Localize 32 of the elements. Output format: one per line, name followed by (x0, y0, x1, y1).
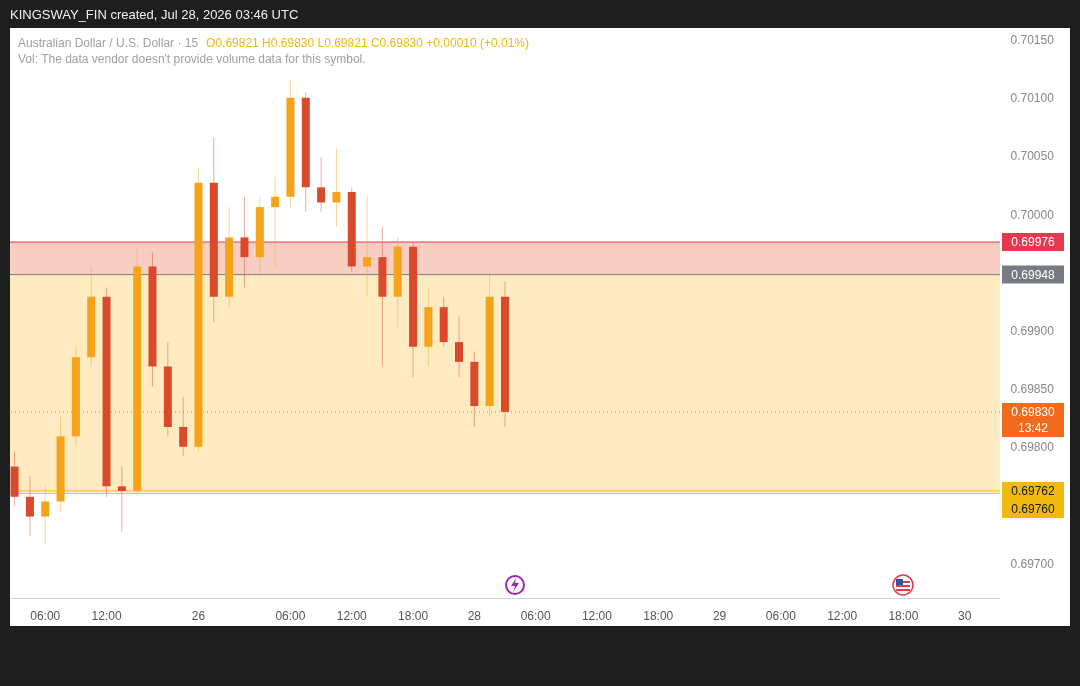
x-tick-label: 26 (191, 608, 206, 623)
y-tick-label: 0.69850 (1010, 382, 1055, 397)
y-tick-label: 0.69700 (1010, 556, 1055, 571)
text: Australian Dollar / U.S. Dollar · 15 (18, 36, 199, 50)
y-tick-label: 0.69900 (1010, 323, 1055, 338)
x-tick-label: 06:00 (30, 608, 61, 623)
ref-line-label: 0.69948 (1011, 267, 1056, 282)
y-tick-label: 0.70050 (1010, 149, 1055, 164)
x-tick-label: 28 (467, 608, 482, 623)
x-tick-label: 30 (958, 608, 972, 623)
y-tick-label: 0.69800 (1010, 440, 1055, 455)
ref-line-label: 0.69760 (1011, 501, 1056, 516)
x-tick-label: 06:00 (765, 608, 797, 623)
x-tick-label: 29 (712, 608, 727, 623)
text: KINGSWAY_FIN created, Jul 28, 2026 03:46 UTC (10, 7, 299, 22)
x-tick-label: 12:00 (336, 608, 368, 623)
y-tick-label: 0.70100 (1010, 91, 1055, 106)
ref-line-label: 0.69762 (1011, 483, 1056, 498)
text: O0.69821 H0.69830 L0.69821 C0.69830 +0.00010 (+0.01%) (206, 36, 530, 50)
y-tick-label: 0.70000 (1010, 207, 1055, 222)
x-tick-label: 12:00 (827, 608, 858, 623)
x-tick-label: 06:00 (520, 608, 551, 623)
x-tick-label: 18:00 (643, 608, 674, 623)
x-tick-label: 06:00 (275, 608, 306, 623)
x-tick-label: 18:00 (398, 608, 429, 623)
x-tick-label: 18:00 (888, 608, 919, 623)
annotation: Vol: The data vendor doesn't provide volume data for this symbol. (18, 52, 366, 66)
x-tick-label: 12:00 (581, 608, 613, 623)
x-tick-label: 12:00 (91, 608, 122, 623)
ref-line-label: 0.69830 13:42 (1011, 404, 1056, 435)
ref-line-label: 0.69976 (1011, 235, 1056, 250)
y-tick-label: 0.70150 (1010, 33, 1055, 48)
